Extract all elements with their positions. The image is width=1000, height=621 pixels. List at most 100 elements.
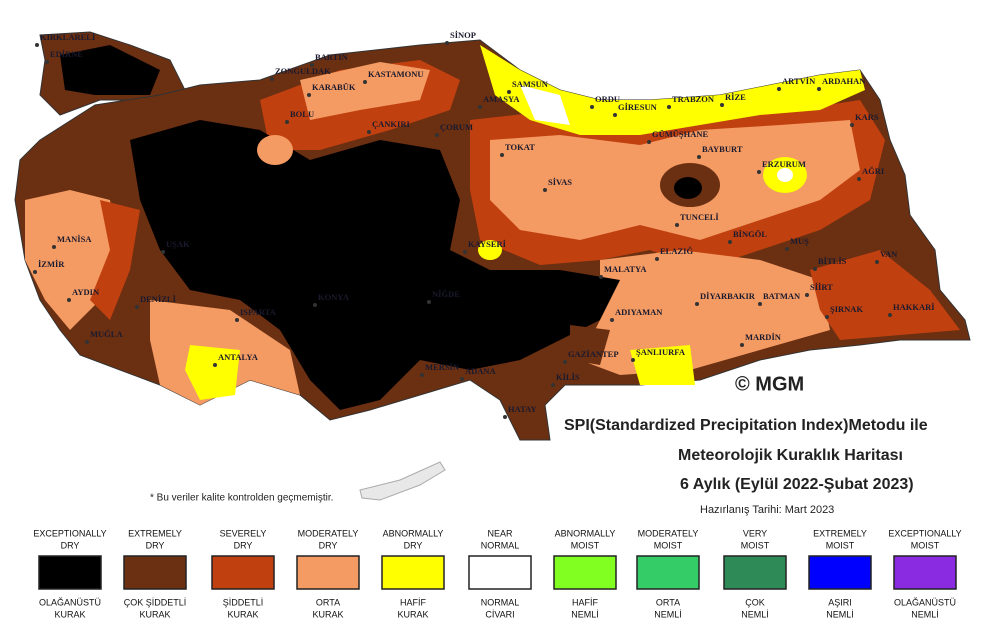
legend-label-en: DRY [146, 540, 165, 550]
city-label: MANİSA [57, 234, 92, 244]
city-dot [363, 80, 367, 84]
city-dot [758, 302, 762, 306]
city-dot [720, 103, 724, 107]
legend-label-tr: KURAK [54, 609, 85, 619]
city-label: AYDIN [72, 287, 100, 297]
legend-label-tr: OLAĞANÜSTÜ [39, 597, 101, 607]
legend-label-tr: ÇOK [745, 597, 765, 607]
legend-label-en: DRY [404, 540, 423, 550]
title-line-1: SPI(Standardized Precipitation Index)Met… [564, 417, 928, 434]
legend-label-en: EXCEPTIONALLY [888, 528, 961, 538]
city-label: MALATYA [604, 264, 647, 274]
city-dot [590, 105, 594, 109]
copyright: © MGM [735, 373, 804, 395]
legend-swatch [808, 555, 872, 590]
legend-label-tr: KURAK [227, 609, 258, 619]
legend-label-tr: KURAK [397, 609, 428, 619]
city-label: KIRKLARELİ [40, 32, 96, 42]
city-dot [875, 260, 879, 264]
city-label: BATMAN [763, 291, 801, 301]
city-dot [235, 318, 239, 322]
legend-label-en: DRY [319, 540, 338, 550]
city-label: ŞIRNAK [830, 304, 863, 314]
city-label: KASTAMONU [368, 69, 424, 79]
legend-label-en: ABNORMALLY [383, 528, 444, 538]
city-dot [161, 250, 165, 254]
legend-label-en: MODERATELY [298, 528, 359, 538]
city-label: ÇANKIRI [372, 119, 410, 129]
legend-label-en: EXCEPTIONALLY [33, 528, 106, 538]
legend-label-tr: ÇOK ŞİDDETLİ [124, 597, 187, 607]
legend-swatch [296, 555, 360, 590]
city-label: SİVAS [548, 177, 572, 187]
legend-label-en: EXTREMELY [813, 528, 867, 538]
city-dot [695, 302, 699, 306]
city-label: MARDİN [745, 332, 782, 342]
city-dot [503, 415, 507, 419]
city-label: HATAY [508, 404, 537, 414]
city-dot [888, 313, 892, 317]
city-dot [500, 153, 504, 157]
city-label: VAN [880, 249, 898, 259]
city-label: ELAZIĞ [660, 246, 693, 256]
title-line-2: Meteorolojik Kuraklık Haritası [678, 447, 903, 464]
legend: EXCEPTIONALLY DRY OLAĞANÜSTÜ KURAK EXTREMELY… [33, 528, 961, 619]
city-dot [655, 257, 659, 261]
legend-label-tr: NORMAL [481, 597, 520, 607]
city-label: GÜMÜŞHANE [652, 129, 709, 139]
legend-swatch [723, 555, 787, 590]
legend-label-tr: ŞİDDETLİ [223, 597, 264, 607]
legend-label-en: VERY [743, 528, 767, 538]
turkey-map [14, 31, 971, 501]
city-dot [507, 90, 511, 94]
city-label: AMASYA [483, 94, 520, 104]
city-label: GAZİANTEP [568, 349, 619, 359]
legend-swatch [38, 555, 102, 590]
city-dot [813, 267, 817, 271]
city-label: BİNGÖL [733, 229, 767, 239]
legend-label-en: MOIST [826, 540, 855, 550]
legend-label-tr: ORTA [316, 597, 340, 607]
city-dot [435, 133, 439, 137]
city-label: ISPARTA [240, 307, 277, 317]
legend-label-tr: HAFİF [400, 597, 427, 607]
city-dot [740, 343, 744, 347]
city-label: ARDAHAN [822, 76, 866, 86]
city-dot [551, 383, 555, 387]
title-line-3: 6 Aylık (Eylül 2022-Şubat 2023) [680, 476, 914, 493]
city-label: KONYA [318, 292, 350, 302]
city-dot [67, 298, 71, 302]
city-dot [805, 293, 809, 297]
city-dot [478, 105, 482, 109]
city-label: BAYBURT [702, 144, 743, 154]
city-label: MERSİN [425, 362, 460, 372]
city-dot [33, 270, 37, 274]
city-label: KARABÜK [312, 82, 356, 92]
legend-label-en: DRY [234, 540, 253, 550]
legend-label-tr: NEMLİ [654, 609, 682, 619]
legend-label-en: NEAR [487, 528, 513, 538]
legend-label-tr: OLAĞANÜSTÜ [894, 597, 956, 607]
city-dot [728, 240, 732, 244]
city-dot [543, 188, 547, 192]
city-label: ÇORUM [440, 122, 473, 132]
city-dot [45, 60, 49, 64]
city-label: BOLU [290, 109, 314, 119]
city-label: TUNCELİ [680, 212, 719, 222]
city-dot [213, 363, 217, 367]
city-dot [817, 87, 821, 91]
city-dot [367, 130, 371, 134]
city-dot [463, 250, 467, 254]
legend-swatch [381, 555, 445, 590]
city-dot [613, 113, 617, 117]
city-dot [850, 123, 854, 127]
legend-swatch [636, 555, 700, 590]
city-dot [785, 247, 789, 251]
city-dot [563, 360, 567, 364]
city-dot [52, 245, 56, 249]
city-dot [647, 140, 651, 144]
city-label: ANTALYA [218, 352, 259, 362]
legend-label-tr: CİVARI [485, 609, 514, 619]
